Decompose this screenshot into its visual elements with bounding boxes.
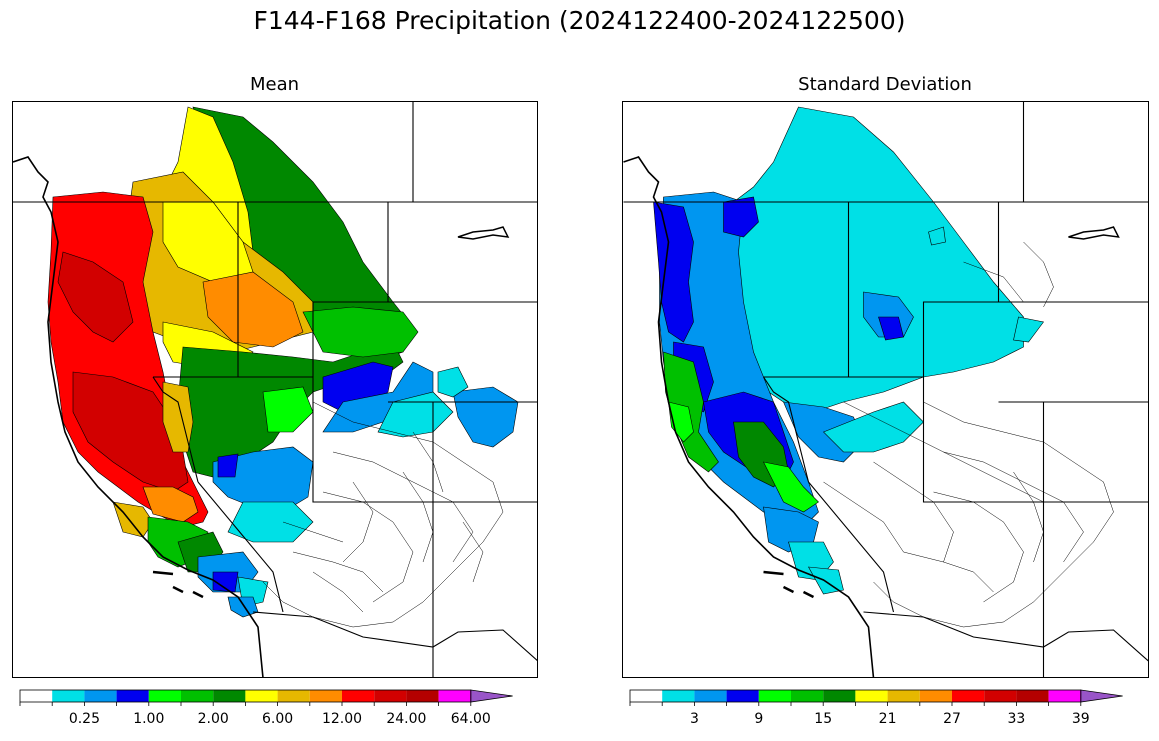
mean-colorbar-tick-label: 2.00 [198, 711, 229, 727]
sd-region-ltgreen-sierra [762, 461, 819, 513]
mean-colorbar-bin [309, 690, 342, 702]
sd-region-darkblue-ne [878, 316, 904, 341]
region-cyan-ne [437, 366, 469, 398]
region-interior-green2 [302, 306, 419, 358]
stddev-colorbar: 3 9 15 21 27 33 39 [629, 689, 1123, 727]
mean-panel-title: Mean [249, 74, 300, 95]
mean-colorbar-bin [245, 690, 278, 702]
mean-colorbar-tick-label: 24.00 [386, 711, 426, 727]
stddev-colorbar-tick-label: 27 [943, 711, 961, 727]
stddev-basin-outlines [823, 241, 1114, 628]
stddev-colorbar-bin [758, 690, 791, 702]
stddev-coastline [623, 156, 875, 677]
stddev-colorbar-extend-arrow [1080, 689, 1123, 703]
region-interior-ltgreen [262, 386, 314, 433]
stddev-colorbar-bin [630, 690, 663, 702]
mean-colorbar-bin [84, 690, 117, 702]
mean-colorbar-ticks: 0.25 1.00 2.00 6.00 12.00 24.00 64.00 [19, 702, 491, 727]
mean-colorbar-bin [277, 690, 310, 702]
stddev-colorbar-bin [855, 690, 888, 702]
sd-region-cyan-gb [822, 401, 924, 453]
sd-region-cyan-top [928, 226, 946, 246]
stddev-colorbar-tick-label: 9 [754, 711, 763, 727]
region-n-orange [202, 271, 304, 348]
mean-boundaries [13, 102, 537, 677]
mean-colorbar-tick-label: 0.25 [69, 711, 100, 727]
stddev-colorbar-bin [952, 690, 985, 702]
stddev-panel-title: Standard Deviation [798, 74, 972, 95]
stddev-colorbar-bin [1016, 690, 1049, 702]
mean-colorbar-bin [148, 690, 181, 702]
region-ltblue-ne [452, 386, 519, 448]
stddev-colorbar-ticks: 3 9 15 21 27 33 39 [629, 702, 1090, 727]
mean-colorbar-bin [213, 690, 246, 702]
stddev-colorbar-tick-label: 3 [690, 711, 699, 727]
mean-colorbar-bin [438, 690, 471, 702]
mean-colorbar-tick-label: 64.00 [451, 711, 491, 727]
stddev-colorbar-bin [726, 690, 759, 702]
stddev-colorbar-bin [662, 690, 695, 702]
stddev-colorbar-bin [887, 690, 920, 702]
region-sierra-orange [142, 486, 199, 523]
mean-basin-outlines [262, 401, 504, 628]
region-blue-tip [227, 596, 259, 618]
mean-colorbar-bin [374, 690, 407, 702]
region-blue-dark-gb [217, 453, 239, 478]
mean-coastline [13, 156, 264, 677]
stddev-map [622, 101, 1149, 678]
region-coast-darkred [72, 371, 189, 493]
mean-precip-regions [47, 106, 519, 618]
stddev-colorbar-bin [919, 690, 952, 702]
figure-title: F144-F168 Precipitation (2024122400-2024… [253, 6, 906, 35]
mean-map [12, 101, 538, 678]
mean-colorbar-bin [52, 690, 85, 702]
stddev-map-svg [623, 102, 1148, 677]
stddev-colorbar-bins [629, 689, 1123, 703]
stddev-lake-ne [1068, 226, 1120, 240]
stddev-colorbar-tick-label: 33 [1007, 711, 1025, 727]
sd-region-ltgreen-ca [668, 401, 694, 443]
stddev-islands [763, 570, 815, 599]
mean-colorbar-bin [406, 690, 439, 702]
stddev-colorbar-bin [823, 690, 856, 702]
sd-region-blue-coast [653, 201, 694, 343]
stddev-precip-regions [653, 106, 1045, 595]
stddev-colorbar-bin [791, 690, 824, 702]
mean-map-svg [13, 102, 537, 677]
stddev-colorbar-tick-label: 15 [814, 711, 832, 727]
region-gold-col [162, 381, 194, 453]
region-cyan-gb [227, 501, 314, 543]
mean-colorbar-bin [342, 690, 375, 702]
mean-islands [152, 570, 204, 599]
stddev-boundaries [623, 102, 1148, 677]
mean-colorbar-tick-label: 6.00 [262, 711, 293, 727]
mean-colorbar-bin [20, 690, 53, 702]
sd-region-cyan-east [1013, 316, 1045, 343]
mean-colorbar-tick-label: 1.00 [133, 711, 164, 727]
stddev-colorbar-tick-label: 21 [879, 711, 897, 727]
stddev-colorbar-bin [984, 690, 1017, 702]
sd-region-cyan-north [723, 106, 1024, 413]
region-darkblue-socal [212, 571, 239, 593]
mean-colorbar-bins [19, 689, 513, 703]
mean-colorbar-tick-label: 12.00 [322, 711, 362, 727]
mean-colorbar: 0.25 1.00 2.00 6.00 12.00 24.00 64.00 [19, 689, 513, 727]
region-coast-darkred2 [57, 251, 134, 343]
mean-colorbar-bin [181, 690, 214, 702]
stddev-colorbar-bin [1048, 690, 1081, 702]
stddev-colorbar-bin [694, 690, 727, 702]
stddev-colorbar-tick-label: 39 [1072, 711, 1090, 727]
mean-colorbar-extend-arrow [470, 689, 513, 703]
mean-lake-ne [457, 226, 510, 240]
mean-colorbar-bin [116, 690, 149, 702]
sd-region-blue-inner [723, 196, 759, 238]
